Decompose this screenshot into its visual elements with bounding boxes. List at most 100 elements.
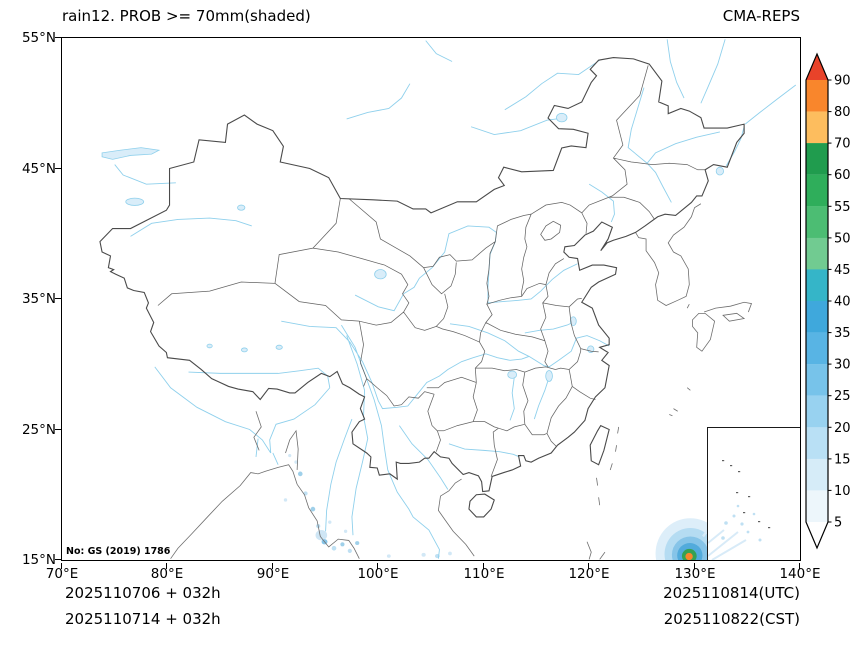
footer-valid-utc: 2025110814(UTC) bbox=[663, 584, 800, 602]
colorbar-canvas: 90 80 70 60 55 50 45 40 35 30 25 20 15 1… bbox=[802, 50, 851, 602]
plot-title: rain12. PROB >= 70mm(shaded) bbox=[62, 7, 311, 25]
x-tick-label: 80°E bbox=[150, 566, 184, 582]
y-tick-mark bbox=[55, 37, 61, 39]
x-tick-label: 120°E bbox=[568, 566, 610, 582]
colorbar-segment bbox=[806, 269, 828, 302]
colorbar-tick-label: 35 bbox=[834, 326, 851, 341]
lake-qinghai bbox=[375, 270, 387, 279]
y-tick-label: 35°N bbox=[21, 291, 56, 307]
precip-speck bbox=[340, 542, 345, 547]
lake-balkhash bbox=[102, 148, 159, 160]
china-border-path bbox=[100, 58, 744, 517]
colorbar-tick-label: 50 bbox=[834, 231, 851, 246]
footer-valid-cst: 2025110822(CST) bbox=[663, 610, 800, 628]
colorbar: 90 80 70 60 55 50 45 40 35 30 25 20 15 1… bbox=[802, 50, 860, 602]
y-tick-mark bbox=[55, 559, 61, 561]
x-tick-label: 70°E bbox=[45, 566, 79, 582]
x-tick-mark bbox=[166, 563, 168, 569]
colorbar-tick-label: 40 bbox=[834, 295, 851, 310]
x-tick-mark bbox=[799, 563, 801, 569]
colorbar-tick-label: 20 bbox=[834, 421, 851, 436]
colorbar-segment bbox=[806, 427, 828, 459]
x-tick-mark bbox=[483, 563, 485, 569]
inset-island-marks bbox=[722, 460, 771, 529]
precip-speck bbox=[328, 520, 332, 524]
colorbar-arrow-above-max bbox=[806, 54, 828, 80]
colorbar-segment bbox=[806, 237, 828, 270]
footer-init-cst: 2025110714 + 032h bbox=[65, 610, 221, 628]
x-tick-label: 130°E bbox=[674, 566, 716, 582]
prob-shade-core bbox=[685, 552, 693, 560]
precip-speck bbox=[283, 498, 288, 502]
lake-khanka bbox=[716, 167, 723, 175]
colorbar-tick-label: 25 bbox=[834, 389, 851, 404]
map-canvas bbox=[62, 38, 800, 560]
lake-tibet bbox=[241, 348, 247, 352]
lake-namco bbox=[276, 345, 282, 349]
x-tick-label: 140°E bbox=[779, 566, 821, 582]
colorbar-segment bbox=[806, 206, 828, 238]
lake-issyk-kul bbox=[126, 198, 144, 205]
inset-precip-streaks bbox=[708, 530, 746, 560]
x-tick-label: 110°E bbox=[463, 566, 505, 582]
x-tick-label: 90°E bbox=[256, 566, 290, 582]
precip-speck bbox=[294, 460, 298, 464]
colorbar-segment bbox=[806, 490, 828, 522]
colorbar-segment bbox=[806, 332, 828, 365]
colorbar-tick-label: 70 bbox=[834, 137, 851, 152]
lake-hulun bbox=[556, 113, 567, 122]
x-tick-mark bbox=[272, 563, 274, 569]
y-tick-label: 25°N bbox=[21, 422, 56, 438]
map-panel: No: GS (2019) 1786 bbox=[61, 37, 801, 561]
x-tick-mark bbox=[61, 563, 63, 569]
x-tick-mark bbox=[377, 563, 379, 569]
precip-speck bbox=[331, 545, 337, 551]
rivers-path bbox=[115, 39, 796, 558]
colorbar-segment bbox=[806, 458, 828, 491]
lake-poyang bbox=[546, 371, 553, 382]
y-tick-mark bbox=[55, 429, 61, 431]
y-tick-mark bbox=[55, 168, 61, 170]
colorbar-tick-label: 55 bbox=[834, 200, 851, 215]
colorbar-tick-label: 15 bbox=[834, 452, 851, 467]
colorbar-segment bbox=[806, 364, 828, 396]
colorbar-segment bbox=[806, 395, 828, 428]
precip-speck bbox=[355, 541, 360, 545]
x-tick-mark bbox=[588, 563, 590, 569]
precip-speck bbox=[310, 506, 316, 512]
foreign-coastlines-path bbox=[171, 204, 752, 560]
precip-speck bbox=[386, 554, 391, 558]
precip-speck bbox=[288, 454, 292, 458]
lake-hongze bbox=[570, 317, 576, 326]
precip-speck bbox=[297, 471, 303, 477]
colorbar-tick-label: 90 bbox=[834, 74, 851, 89]
y-tick-label: 15°N bbox=[21, 552, 56, 568]
colorbar-tick-label: 60 bbox=[834, 168, 851, 183]
colorbar-segment bbox=[806, 174, 828, 207]
inset-canvas bbox=[708, 460, 771, 560]
precip-speck bbox=[347, 548, 352, 553]
map-license-label: No: GS (2019) 1786 bbox=[66, 546, 171, 557]
precip-speck bbox=[421, 552, 426, 557]
colorbar-segment bbox=[806, 143, 828, 175]
x-tick-mark bbox=[694, 563, 696, 569]
lake-dongting bbox=[508, 371, 517, 378]
model-label: CMA-REPS bbox=[722, 7, 800, 25]
province-boundaries-path bbox=[158, 65, 706, 476]
precip-speck bbox=[303, 491, 308, 496]
lake-bosten bbox=[238, 205, 245, 210]
y-tick-mark bbox=[55, 298, 61, 300]
colorbar-tick-label: 45 bbox=[834, 263, 851, 278]
precip-speck bbox=[343, 529, 348, 533]
inset-precip-specks bbox=[721, 504, 762, 542]
lake-tibet bbox=[207, 344, 212, 348]
colorbar-tick-marks bbox=[828, 80, 832, 522]
colorbar-segment bbox=[806, 80, 828, 112]
colorbar-tick-label: 10 bbox=[834, 484, 851, 499]
colorbar-tick-label: 80 bbox=[834, 105, 851, 120]
precip-speckles bbox=[283, 454, 452, 559]
footer-init-utc: 2025110706 + 032h bbox=[65, 584, 221, 602]
y-tick-label: 55°N bbox=[21, 30, 56, 46]
colorbar-segment bbox=[806, 111, 828, 144]
lakes-group bbox=[102, 113, 724, 381]
